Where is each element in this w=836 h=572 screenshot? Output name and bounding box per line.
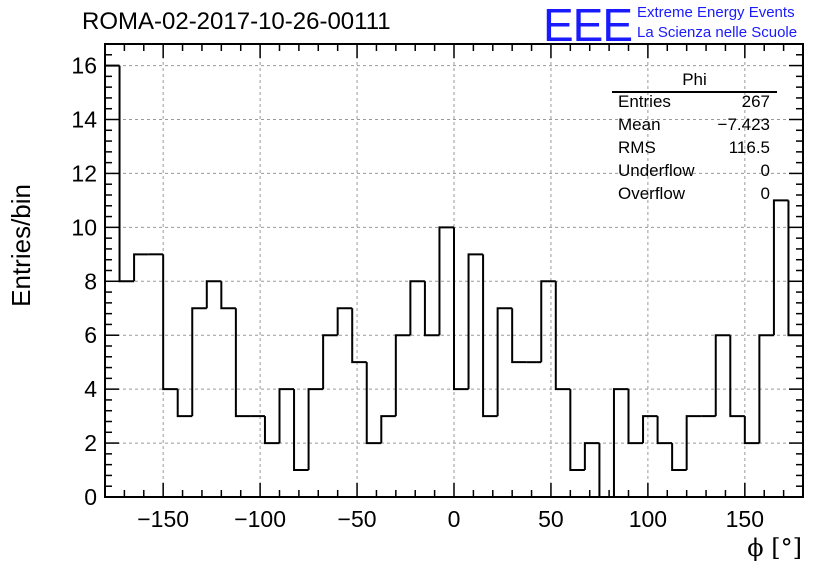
histogram-bin xyxy=(438,226,454,336)
stats-label: Entries xyxy=(618,92,671,111)
stats-row-underflow: Underflow 0 xyxy=(618,161,770,183)
stats-label: RMS xyxy=(618,138,656,157)
histogram-bin xyxy=(176,389,193,418)
stats-label: Underflow xyxy=(618,161,695,180)
stats-value: 267 xyxy=(741,92,770,111)
stats-row-entries: Entries 267 xyxy=(618,92,770,114)
y-tick-label: 14 xyxy=(71,107,97,133)
histogram-bin xyxy=(263,416,280,445)
y-tick-label: 2 xyxy=(84,430,97,456)
histogram-bin xyxy=(583,442,600,471)
histogram-bin xyxy=(729,335,745,418)
histogram-bin xyxy=(220,281,236,310)
histogram-bin xyxy=(685,415,702,471)
histogram-bin xyxy=(162,254,178,391)
stats-title: Phi xyxy=(682,70,707,89)
stats-label: Overflow xyxy=(618,184,686,203)
histogram-bin xyxy=(496,307,513,417)
y-tick-label: 0 xyxy=(84,484,97,510)
x-tick-label: 100 xyxy=(629,506,667,532)
histogram-bin xyxy=(482,254,498,418)
histogram-bin xyxy=(394,334,411,417)
stats-value: −7.423 xyxy=(717,115,770,134)
stats-value: 116.5 xyxy=(728,138,770,157)
histogram-bin xyxy=(365,362,382,445)
histogram-bin xyxy=(380,415,396,444)
histogram-bin xyxy=(627,389,644,445)
stats-separator xyxy=(612,91,777,93)
histogram-bin xyxy=(205,280,222,309)
x-tick-label: −100 xyxy=(234,506,286,532)
y-tick-label: 16 xyxy=(71,53,97,79)
histogram-bin xyxy=(642,415,658,444)
stats-box: Phi Entries 267 Mean −7.423 RMS 116.5 Un… xyxy=(612,70,777,210)
histogram-bin xyxy=(467,253,484,390)
x-tick-label: −50 xyxy=(338,506,377,532)
histogram-bin xyxy=(598,443,614,498)
histogram-bin xyxy=(278,388,295,444)
histogram-bin xyxy=(671,443,687,472)
histogram-bin xyxy=(612,388,629,497)
histogram-bin xyxy=(511,308,527,364)
histogram-bin xyxy=(118,65,135,283)
x-tick-label: −150 xyxy=(137,506,189,532)
histogram-bin xyxy=(351,308,367,364)
histogram-bin xyxy=(191,307,207,417)
stats-value: 0 xyxy=(760,161,770,180)
logo-line-2: La Scienza nelle Scuole xyxy=(637,24,798,41)
tick-labels: −150 −100 −50 0 50 100 150 0 2 4 6 8 10 12 14 16 xyxy=(71,53,764,532)
histogram-bin xyxy=(540,280,556,363)
histogram-bin xyxy=(554,281,571,391)
stats-row-mean: Mean −7.423 xyxy=(618,115,770,137)
x-tick-label: 150 xyxy=(726,506,764,532)
stats-row-overflow: Overflow 0 xyxy=(618,184,770,206)
x-axis-label: ϕ [°] xyxy=(747,534,802,562)
y-tick-label: 4 xyxy=(84,376,97,402)
histogram-bin xyxy=(656,416,673,445)
stats-row-rms: RMS 116.5 xyxy=(618,138,770,160)
histogram-bin xyxy=(133,253,149,282)
stats-value: 0 xyxy=(760,184,770,203)
histogram-bin xyxy=(423,281,440,337)
histogram-bin xyxy=(714,334,731,417)
x-tick-label: 50 xyxy=(538,506,564,532)
y-tick-label: 6 xyxy=(84,322,97,348)
y-tick-label: 8 xyxy=(84,268,97,294)
chart-title: ROMA-02-2017-10-26-00111 xyxy=(82,8,391,35)
histogram-bin xyxy=(569,389,585,472)
y-tick-label: 10 xyxy=(71,214,97,240)
histogram-bin xyxy=(307,388,324,471)
logo-line-1: Extreme Energy Events xyxy=(637,4,795,21)
histogram-bin xyxy=(322,334,338,390)
histogram-bin xyxy=(453,227,469,391)
histogram-bin xyxy=(758,334,774,444)
histogram-bin xyxy=(743,416,760,445)
histogram-bin xyxy=(293,389,309,472)
histogram-bin xyxy=(336,307,353,336)
histogram-bin xyxy=(787,200,803,337)
x-tick-label: 0 xyxy=(448,506,461,532)
histogram-bin xyxy=(234,308,251,418)
axes xyxy=(104,43,804,498)
histogram-bin xyxy=(772,199,789,336)
y-tick-label: 12 xyxy=(71,160,97,186)
stats-label: Mean xyxy=(618,115,661,134)
y-axis-label: Entries/bin xyxy=(6,184,36,307)
eee-logo: EEE xyxy=(543,0,633,51)
histogram-bin xyxy=(409,280,425,336)
